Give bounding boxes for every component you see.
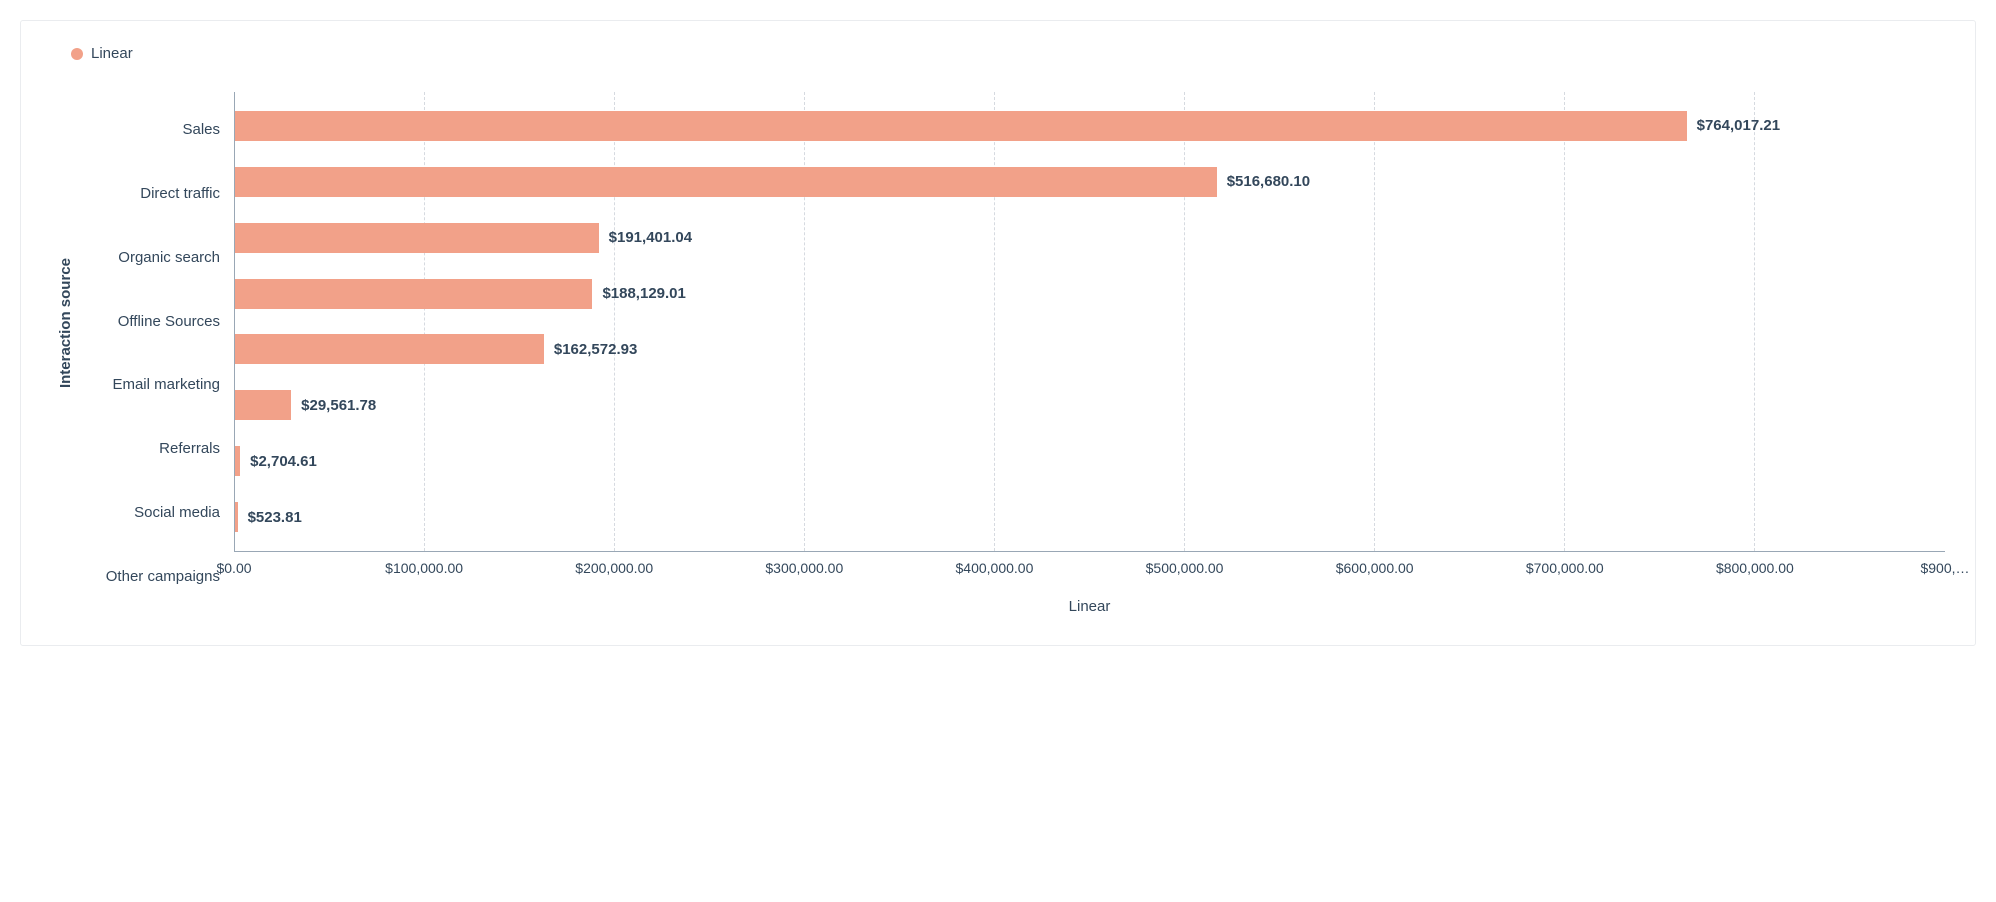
y-axis-category: Social media bbox=[74, 496, 220, 530]
x-axis-tick: $800,000.00 bbox=[1716, 560, 1794, 576]
x-axis-tick: $0.00 bbox=[216, 560, 251, 576]
bar[interactable] bbox=[235, 223, 599, 253]
y-axis-category: Direct traffic bbox=[74, 177, 220, 211]
bar[interactable] bbox=[235, 279, 592, 309]
bar-row: $764,017.21 bbox=[235, 109, 1945, 143]
chart-legend: Linear bbox=[71, 45, 1945, 62]
legend-label: Linear bbox=[91, 45, 133, 62]
x-axis-ticks: $0.00$100,000.00$200,000.00$300,000.00$4… bbox=[234, 560, 1945, 584]
bar-row: $188,129.01 bbox=[235, 277, 1945, 311]
y-axis-category: Email marketing bbox=[74, 368, 220, 402]
bar-value-label: $162,572.93 bbox=[554, 341, 637, 358]
chart-body: Interaction source Sales Direct traffic Or… bbox=[51, 92, 1945, 615]
x-axis-tick: $100,000.00 bbox=[385, 560, 463, 576]
chart-bars: $764,017.21 $516,680.10 $191,401.04 $188,12… bbox=[235, 92, 1945, 551]
x-axis-tick: $700,000.00 bbox=[1526, 560, 1604, 576]
bar-value-label: $188,129.01 bbox=[602, 285, 685, 302]
x-axis-tick: $900,… bbox=[1920, 560, 1969, 576]
x-axis-tick: $600,000.00 bbox=[1336, 560, 1414, 576]
x-axis-title: Linear bbox=[234, 598, 1945, 615]
bar-row: $162,572.93 bbox=[235, 332, 1945, 366]
bar-value-label: $764,017.21 bbox=[1697, 117, 1780, 134]
bar-row: $516,680.10 bbox=[235, 165, 1945, 199]
bar-row: $2,704.61 bbox=[235, 444, 1945, 478]
bar[interactable] bbox=[235, 390, 291, 420]
bar-value-label: $516,680.10 bbox=[1227, 173, 1310, 190]
bar[interactable] bbox=[235, 446, 240, 476]
plot-area: $764,017.21 $516,680.10 $191,401.04 $188,12… bbox=[234, 92, 1945, 552]
y-axis-category: Offline Sources bbox=[74, 305, 220, 339]
x-axis-tick: $500,000.00 bbox=[1146, 560, 1224, 576]
chart-card: Linear Interaction source Sales Direct tr… bbox=[20, 20, 1976, 646]
y-axis-category: Referrals bbox=[74, 432, 220, 466]
bar-value-label: $29,561.78 bbox=[301, 397, 376, 414]
bar[interactable] bbox=[235, 111, 1687, 141]
y-axis-category: Sales bbox=[74, 113, 220, 147]
y-axis-labels: Sales Direct traffic Organic search Offline… bbox=[74, 92, 234, 615]
x-axis-tick: $400,000.00 bbox=[956, 560, 1034, 576]
bar[interactable] bbox=[235, 502, 238, 532]
bar-row: $523.81 bbox=[235, 500, 1945, 534]
y-axis-category: Other campaigns bbox=[74, 560, 220, 594]
bar-row: $191,401.04 bbox=[235, 221, 1945, 255]
y-axis-title: Interaction source bbox=[51, 258, 74, 388]
x-axis-tick: $200,000.00 bbox=[575, 560, 653, 576]
bar-row: $29,561.78 bbox=[235, 388, 1945, 422]
y-axis-category: Organic search bbox=[74, 241, 220, 275]
legend-dot-icon bbox=[71, 48, 83, 60]
bar-value-label: $523.81 bbox=[248, 509, 302, 526]
x-axis-tick: $300,000.00 bbox=[765, 560, 843, 576]
bar[interactable] bbox=[235, 167, 1217, 197]
bar-value-label: $2,704.61 bbox=[250, 453, 317, 470]
bar[interactable] bbox=[235, 334, 544, 364]
bar-value-label: $191,401.04 bbox=[609, 229, 692, 246]
